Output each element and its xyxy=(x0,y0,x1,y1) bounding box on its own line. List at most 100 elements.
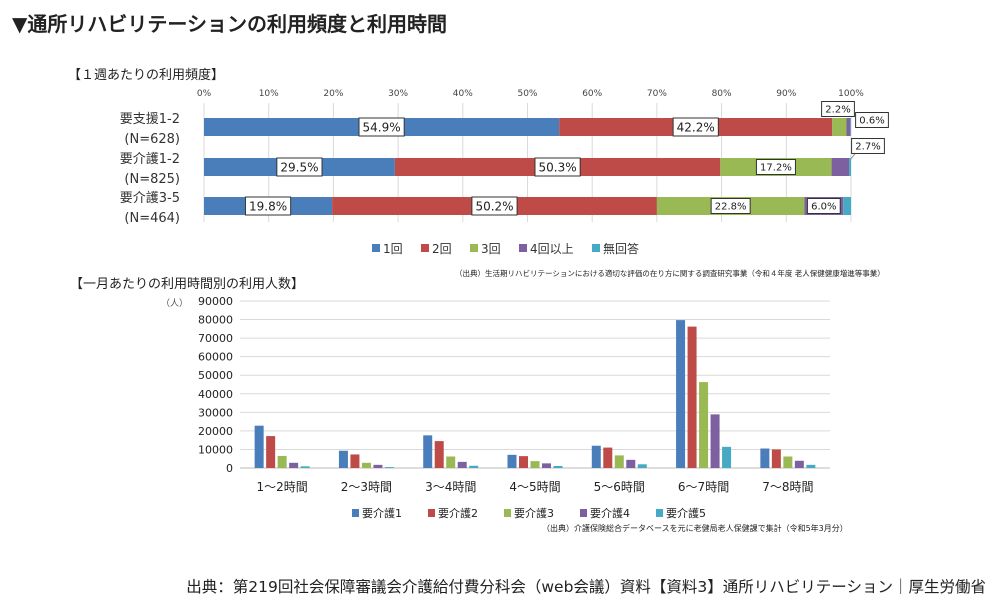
bar xyxy=(676,320,686,468)
chart2-source: （出典）介護保険総合データベースを元に老健局老人保健課で集計（令和5年3月分） xyxy=(542,524,848,533)
bar xyxy=(469,465,479,468)
bar xyxy=(687,326,697,468)
bar xyxy=(300,466,310,468)
chart1-source: （出典）生活期リハビリテーションにおける適切な評価の在り方に関する調査研究事業（… xyxy=(455,269,885,278)
y-tick-label: 90000 xyxy=(198,295,233,308)
legend-label: 3回 xyxy=(481,242,501,256)
x-tick-label: 30% xyxy=(388,89,408,99)
x-tick-label: 90% xyxy=(776,89,796,99)
data-label-box xyxy=(471,196,518,216)
x-tick-label: 80% xyxy=(712,89,732,99)
data-label: 54.9% xyxy=(363,120,401,134)
legend-label: 4回以上 xyxy=(530,242,574,256)
y-tick-label: 80000 xyxy=(198,314,233,327)
legend-swatch xyxy=(470,244,478,252)
page-title: ▼通所リハビリテーションの利用頻度と利用時間 xyxy=(12,12,447,36)
bar xyxy=(266,436,276,468)
bar-segment xyxy=(832,118,847,136)
legend-label: 要介護2 xyxy=(438,506,478,520)
data-label-box xyxy=(806,198,841,214)
data-label-box xyxy=(821,101,855,117)
legend-swatch xyxy=(421,244,429,252)
category-label: 2～3時間 xyxy=(341,480,392,494)
data-label: 50.2% xyxy=(475,199,513,213)
legend-label: 要介護3 xyxy=(514,506,554,520)
legend-swatch xyxy=(372,244,380,252)
category-label: (N=825) xyxy=(124,172,180,187)
data-label: 29.5% xyxy=(280,160,318,174)
y-tick-label: 70000 xyxy=(198,332,233,345)
data-label-box xyxy=(855,112,889,128)
bar xyxy=(637,464,647,468)
footer-source: 出典：第219回社会保障審議会介護給付費分科会（web会議）資料【資料3】通所リ… xyxy=(186,578,986,596)
legend-swatch xyxy=(656,509,663,517)
frequency-chart: 0% 10% 20% 30% 40% 50% 60% 70% 80% 90% 100% 要支援1-2 (… xyxy=(120,89,889,256)
data-label: 2.2% xyxy=(825,105,850,116)
data-label: 19.8% xyxy=(249,199,287,213)
y-tick-label: 0 xyxy=(226,462,233,475)
x-tick-label: 60% xyxy=(582,89,602,99)
data-label-box xyxy=(534,157,581,177)
x-tick-label: 100% xyxy=(838,89,864,99)
data-label: 42.2% xyxy=(677,120,715,134)
bar xyxy=(771,449,781,468)
bar-segment xyxy=(850,118,851,136)
legend-swatch xyxy=(428,509,435,517)
bar xyxy=(338,450,348,468)
category-label: 7～8時間 xyxy=(762,480,813,494)
legend-swatch xyxy=(504,509,511,517)
y-tick-label: 50000 xyxy=(198,369,233,382)
bar xyxy=(289,462,299,468)
legend-swatch xyxy=(352,509,359,517)
bar xyxy=(542,463,551,468)
x-tick-label: 50% xyxy=(517,89,537,99)
legend-label: 要介護1 xyxy=(362,506,402,520)
y-tick-label: 10000 xyxy=(198,443,233,456)
bar xyxy=(384,467,394,468)
data-label: 50.3% xyxy=(539,160,577,174)
bar xyxy=(434,441,444,468)
x-tick-label: 0% xyxy=(197,89,212,99)
x-tick-label: 20% xyxy=(323,89,343,99)
legend-label: 無回答 xyxy=(603,241,639,256)
data-label-box xyxy=(276,157,323,177)
legend-swatch xyxy=(519,244,527,252)
legend-swatch xyxy=(592,244,600,252)
data-label-box xyxy=(358,117,405,137)
bar xyxy=(710,414,720,468)
data-label-box xyxy=(755,159,796,175)
bar xyxy=(519,456,528,468)
category-label: 要介護1-2 xyxy=(120,151,180,167)
bar xyxy=(423,435,433,468)
x-tick-label: 10% xyxy=(259,89,279,99)
category-label: 6～7時間 xyxy=(678,480,729,494)
data-label: 6.0% xyxy=(811,202,836,213)
data-label: 2.7% xyxy=(855,142,880,153)
bar xyxy=(507,454,517,468)
bar xyxy=(530,461,540,468)
bar xyxy=(591,445,601,468)
bar xyxy=(806,464,816,468)
bar xyxy=(446,456,456,468)
bar xyxy=(783,456,793,468)
category-label: 要支援1-2 xyxy=(120,112,180,127)
bar xyxy=(457,461,467,468)
data-label: 0.6% xyxy=(859,116,884,127)
bar xyxy=(626,459,636,468)
bar xyxy=(373,464,383,468)
bar-segment xyxy=(843,197,851,215)
y-tick-label: 20000 xyxy=(198,425,233,438)
chart1-title: 【１週あたりの利用頻度】 xyxy=(68,68,225,83)
bar-segment xyxy=(849,158,851,176)
usage-time-chart: （人） 0 10000 20000 30000 40000 50000 60000 70000 8… xyxy=(161,295,830,520)
category-label: 4～5時間 xyxy=(509,480,560,494)
data-label: 17.2% xyxy=(760,163,792,174)
legend-label: 2回 xyxy=(432,242,452,256)
y-tick-label: 60000 xyxy=(198,351,233,364)
bar xyxy=(794,460,804,468)
chart2-title: 【一月あたりの利用時間別の利用人数】 xyxy=(70,277,305,292)
legend-label: 要介護4 xyxy=(590,506,630,520)
data-label-box xyxy=(851,138,885,154)
y-tick-label: 40000 xyxy=(198,388,233,401)
